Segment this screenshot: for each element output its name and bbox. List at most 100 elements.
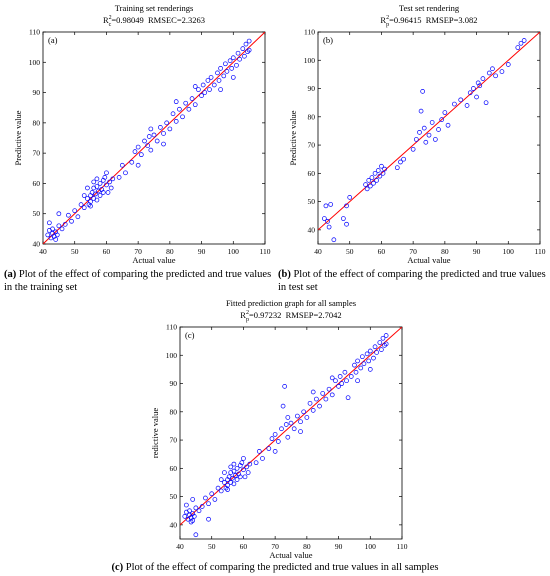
chart-a-y-tick-label: 100 xyxy=(29,58,41,67)
chart-c-data-point xyxy=(298,429,303,434)
chart-b-title: Test set rendering xyxy=(399,3,460,13)
chart-a-data-point xyxy=(196,87,201,92)
chart-b-data-point xyxy=(490,66,495,72)
chart-a-data-point xyxy=(229,65,235,71)
chart-a-data-point xyxy=(221,73,227,79)
chart-b-y-tick-label: 110 xyxy=(304,28,315,37)
chart-c-data-point xyxy=(314,396,319,402)
chart-b-data-point xyxy=(471,86,476,91)
chart-c-data-point xyxy=(383,341,389,347)
chart-c-rmse: RMSEP=2.7042 xyxy=(286,310,342,320)
chart-a-data-point xyxy=(107,179,112,185)
chart-c-y-axis-label: redictive value xyxy=(150,408,160,458)
chart-a-data-point xyxy=(56,223,62,229)
chart-a-data-point xyxy=(69,218,74,224)
chart-b-data-point xyxy=(328,202,334,207)
chart-c-data-point xyxy=(379,347,384,352)
chart-a-data-point xyxy=(192,84,198,89)
chart-c-data-point xyxy=(372,344,378,350)
chart-b-y-tick-label: 80 xyxy=(308,112,316,121)
chart-a-data-point xyxy=(59,226,65,232)
chart-c-data-point xyxy=(228,464,234,470)
chart-b-data-point xyxy=(321,216,327,221)
chart-b-data-point xyxy=(374,178,380,183)
chart-panel-a: Training set renderings R2 c=0.98049 RMSEC… xyxy=(0,0,275,265)
chart-c-data-point xyxy=(242,474,248,480)
chart-a-data-point xyxy=(227,58,233,64)
chart-c-data-point xyxy=(234,465,240,471)
chart-c-data-point xyxy=(191,514,197,519)
chart-a-data-point xyxy=(46,220,52,226)
chart-b-data-layer xyxy=(318,32,540,243)
chart-c-data-point xyxy=(245,470,251,475)
chart-a-data-point xyxy=(154,138,160,144)
chart-a-data-point xyxy=(215,70,220,76)
chart-a-data-point xyxy=(167,126,173,132)
chart-a-data-point xyxy=(102,175,108,180)
chart-a-data-point xyxy=(218,87,223,92)
chart-c-data-layer xyxy=(180,327,402,538)
chart-a-data-point xyxy=(97,181,103,186)
chart-c-data-point xyxy=(244,464,249,470)
chart-c-data-point xyxy=(183,502,189,508)
chart-b-r-label: R xyxy=(380,15,386,25)
chart-b-data-point xyxy=(429,120,435,125)
chart-b-data-point xyxy=(418,108,424,114)
chart-c-data-point xyxy=(285,415,291,420)
chart-c-stats: R2 p=0.97232 RMSEP=2.7042 xyxy=(240,310,341,323)
chart-a-data-point xyxy=(205,78,211,83)
chart-a-y-tick-label: 40 xyxy=(33,240,41,249)
chart-a-x-tick-label: 70 xyxy=(134,247,142,256)
chart-b-data-point xyxy=(483,100,489,106)
chart-c-data-point xyxy=(282,384,288,389)
chart-b-data-point xyxy=(464,103,470,108)
chart-a-data-point xyxy=(161,141,166,147)
chart-a-y-tick-label: 60 xyxy=(33,179,41,188)
chart-b-y-tick-label: 50 xyxy=(308,197,316,206)
chart-c-data-point xyxy=(288,420,294,426)
chart-c-data-point xyxy=(190,497,196,502)
chart-b-x-tick-label: 100 xyxy=(503,247,515,256)
chart-b-data-point xyxy=(521,38,527,43)
caption-b-text: Plot of the effect of comparing the pred… xyxy=(278,269,546,293)
chart-c-data-point xyxy=(231,461,237,467)
chart-c-data-point xyxy=(371,355,376,361)
chart-b-data-point xyxy=(452,101,457,107)
caption-c: (c) Plot of the effect of comparing the … xyxy=(0,561,550,574)
chart-b-svg: Test set rendering R2 p=0.96415 RMSEP=3.08… xyxy=(288,3,546,265)
chart-a-data-point xyxy=(145,143,151,148)
chart-b-x-tick-label: 60 xyxy=(378,247,386,256)
chart-a-x-tick-label: 90 xyxy=(198,247,206,256)
chart-a-data-point xyxy=(75,214,81,220)
chart-b-data-point xyxy=(439,117,445,122)
chart-b-y-tick-label: 60 xyxy=(308,169,316,178)
chart-c-x-tick-label: 70 xyxy=(271,542,279,551)
chart-b-x-tick-label: 80 xyxy=(441,247,449,256)
chart-c-data-point xyxy=(317,403,322,409)
chart-a-data-point xyxy=(94,197,100,203)
chart-c-r-subscript: p xyxy=(246,317,249,323)
chart-b-data-point xyxy=(436,127,441,132)
chart-c-x-tick-label: 50 xyxy=(208,542,216,551)
chart-c-data-point xyxy=(344,378,349,384)
chart-c-x-tick-label: 60 xyxy=(240,542,248,551)
chart-b-y-tick-label: 90 xyxy=(308,84,316,93)
chart-b-data-point xyxy=(401,156,406,162)
chart-b-data-point xyxy=(480,76,486,81)
chart-b-x-tick-label: 40 xyxy=(314,247,322,256)
chart-a-data-point xyxy=(88,199,93,204)
chart-b-x-tick-label: 110 xyxy=(535,247,546,256)
chart-b-data-point xyxy=(417,129,422,135)
chart-c-y-tick-label: 40 xyxy=(170,520,178,529)
chart-b-data-point xyxy=(445,122,451,128)
chart-a-data-point xyxy=(234,62,239,68)
chart-a-data-point xyxy=(200,82,206,88)
chart-c-data-point xyxy=(269,436,275,442)
chart-b-data-point xyxy=(442,110,448,115)
chart-c-data-point xyxy=(215,485,221,491)
chart-b-y-tick-label: 100 xyxy=(304,56,316,65)
chart-c-data-point xyxy=(209,491,215,497)
chart-c-data-point xyxy=(188,519,194,525)
chart-a-data-point xyxy=(246,47,252,53)
chart-b-data-point xyxy=(499,69,505,74)
